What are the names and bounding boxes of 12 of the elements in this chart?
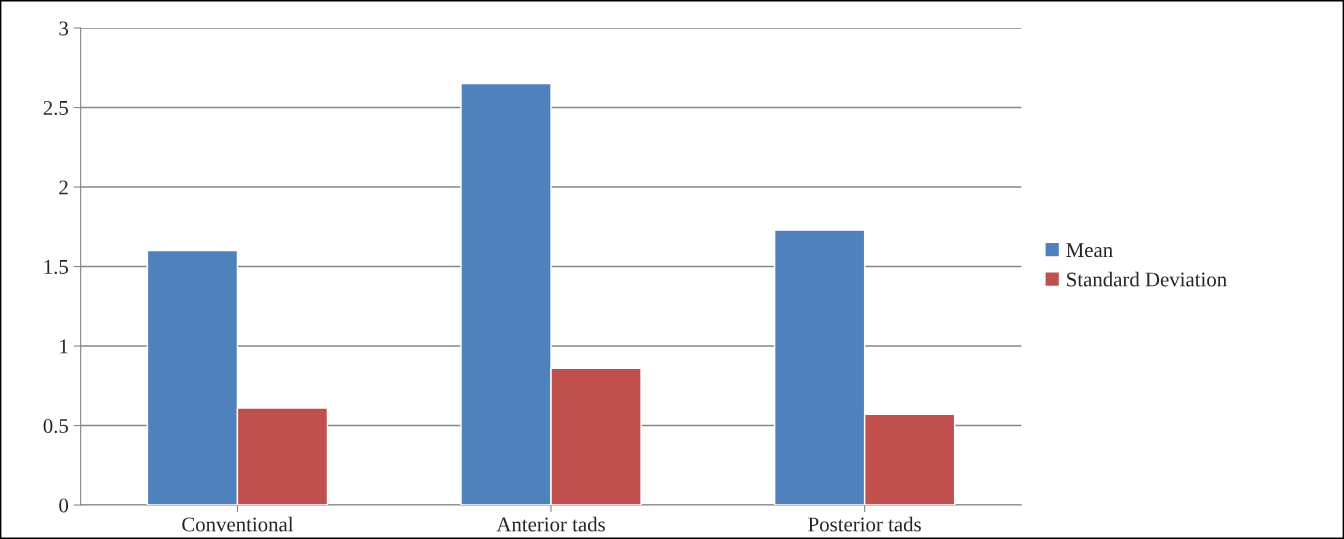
y-tick-label: 0 — [59, 498, 69, 513]
y-tick-label: 1.5 — [44, 260, 69, 275]
x-tick-label: Anterior tads — [496, 516, 605, 532]
x-tick-label: Conventional — [182, 516, 294, 532]
y-tick-label: 0.5 — [43, 418, 69, 434]
legend-label: Standard Deviation — [1067, 271, 1227, 287]
y-tick-label: 3 — [59, 21, 69, 36]
legend-label: Mean — [1066, 243, 1113, 258]
y-tick-label: 1 — [60, 339, 68, 354]
y-tick-label: 2.5 — [43, 100, 69, 116]
x-tick-label: Posterior tads — [808, 516, 921, 532]
y-tick-label: 2 — [59, 180, 68, 195]
